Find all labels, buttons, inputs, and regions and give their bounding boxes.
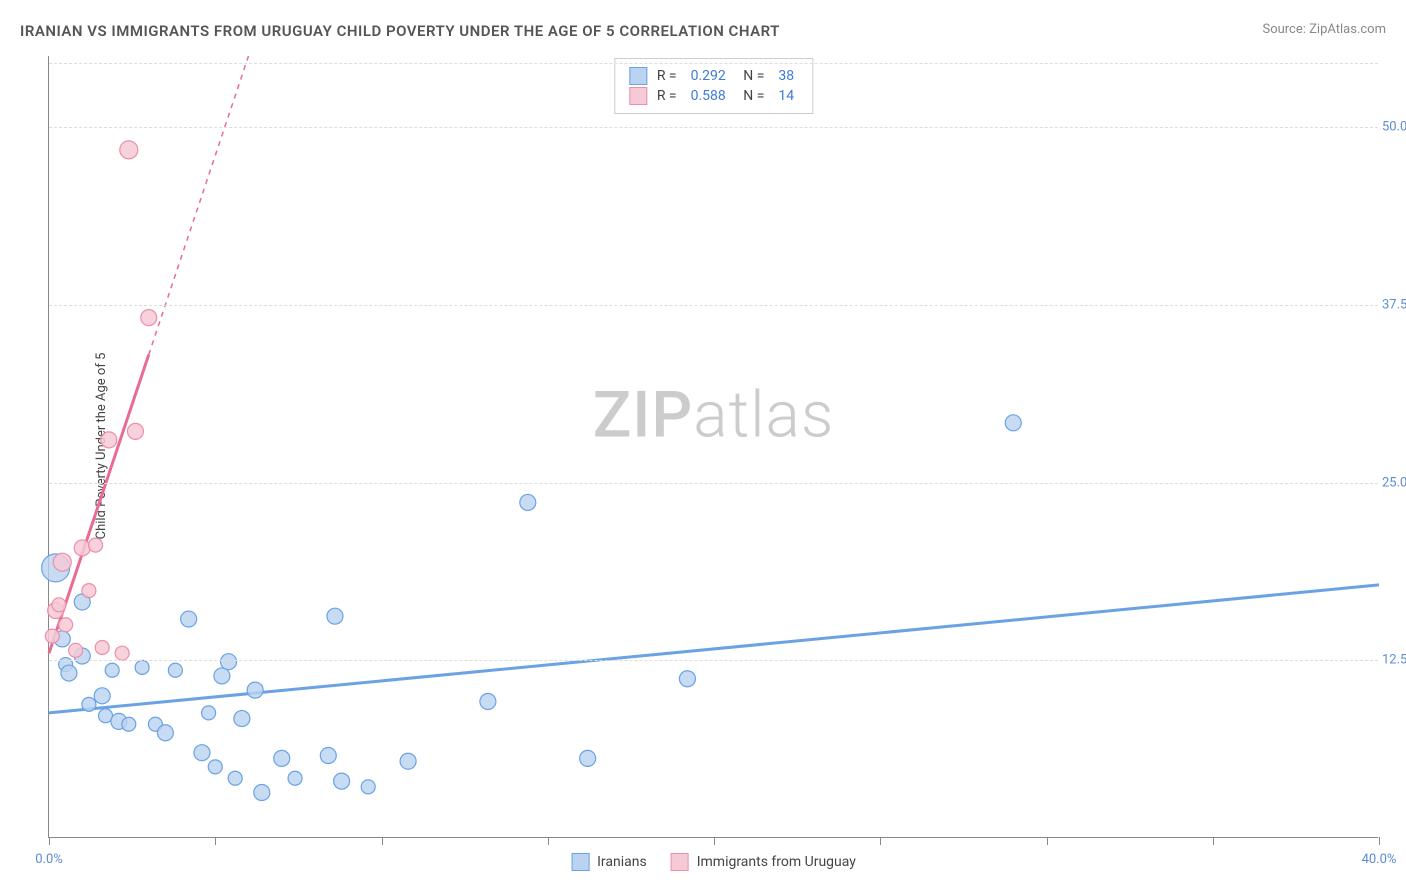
legend-label-2: Immigrants from Uruguay <box>697 854 856 870</box>
scatter-point <box>181 611 197 627</box>
scatter-point <box>288 771 302 785</box>
scatter-point <box>480 694 496 710</box>
legend-label-1: Iranians <box>597 854 647 870</box>
legend-item-1: Iranians <box>571 853 647 871</box>
scatter-point <box>334 773 350 789</box>
scatter-point <box>141 310 157 326</box>
scatter-point <box>247 682 263 698</box>
scatter-point <box>228 771 242 785</box>
scatter-point <box>127 423 143 439</box>
scatter-point <box>202 706 216 720</box>
scatter-point <box>327 608 343 624</box>
xtick-label: 0.0% <box>35 852 63 867</box>
stats-box: R = 0.292 N = 38 R = 0.588 N = 14 <box>614 58 813 114</box>
scatter-point <box>45 629 59 643</box>
plot-area: ZIPatlas R = 0.292 N = 38 R = 0.588 N = … <box>48 56 1378 838</box>
ytick-label: 25.0% <box>1382 475 1406 490</box>
chart-title: IRANIAN VS IMMIGRANTS FROM URUGUAY CHILD… <box>20 22 780 40</box>
scatter-point <box>520 494 536 510</box>
scatter-point <box>274 750 290 766</box>
scatter-point <box>52 598 66 612</box>
scatter-point <box>320 748 336 764</box>
scatter-point <box>89 538 103 552</box>
chart-container: IRANIAN VS IMMIGRANTS FROM URUGUAY CHILD… <box>0 0 1406 892</box>
scatter-point <box>580 750 596 766</box>
ytick-label: 12.5% <box>1382 653 1406 668</box>
scatter-point <box>361 780 375 794</box>
ytick-label: 50.0% <box>1382 120 1406 135</box>
scatter-point <box>82 697 96 711</box>
scatter-point <box>101 432 117 448</box>
scatter-point <box>1005 415 1021 431</box>
scatter-point <box>122 717 136 731</box>
bottom-legend: Iranians Immigrants from Uruguay <box>571 853 856 871</box>
scatter-point <box>679 671 695 687</box>
ytick-label: 37.5% <box>1382 297 1406 312</box>
scatter-point <box>194 745 210 761</box>
stat-n-2: 14 <box>778 88 794 104</box>
legend-item-2: Immigrants from Uruguay <box>671 853 856 871</box>
stat-n-1: 38 <box>778 68 794 84</box>
legend-swatch-1 <box>571 853 589 871</box>
stats-swatch-1 <box>629 67 647 85</box>
scatter-point <box>115 646 129 660</box>
scatter-point <box>221 654 237 670</box>
stats-swatch-2 <box>629 87 647 105</box>
scatter-point <box>69 643 83 657</box>
xtick-label: 40.0% <box>1362 852 1397 867</box>
stats-row-1: R = 0.292 N = 38 <box>629 67 798 85</box>
source-label: Source: ZipAtlas.com <box>1262 22 1386 37</box>
scatter-point <box>105 663 119 677</box>
stat-r-1: 0.292 <box>691 68 726 84</box>
scatter-point <box>168 663 182 677</box>
stat-r-2: 0.588 <box>691 88 726 104</box>
scatter-point <box>135 660 149 674</box>
scatter-point <box>94 688 110 704</box>
scatter-point <box>74 540 90 556</box>
scatter-point <box>208 760 222 774</box>
scatter-point <box>214 668 230 684</box>
scatter-point <box>61 665 77 681</box>
scatter-point <box>157 725 173 741</box>
scatter-point <box>254 785 270 801</box>
chart-svg <box>49 56 1378 837</box>
legend-swatch-2 <box>671 853 689 871</box>
stats-row-2: R = 0.588 N = 14 <box>629 87 798 105</box>
scatter-point <box>59 618 73 632</box>
scatter-point <box>53 553 71 571</box>
scatter-point <box>234 711 250 727</box>
scatter-point <box>95 640 109 654</box>
scatter-point <box>400 753 416 769</box>
scatter-point <box>82 584 96 598</box>
scatter-point <box>120 141 138 159</box>
